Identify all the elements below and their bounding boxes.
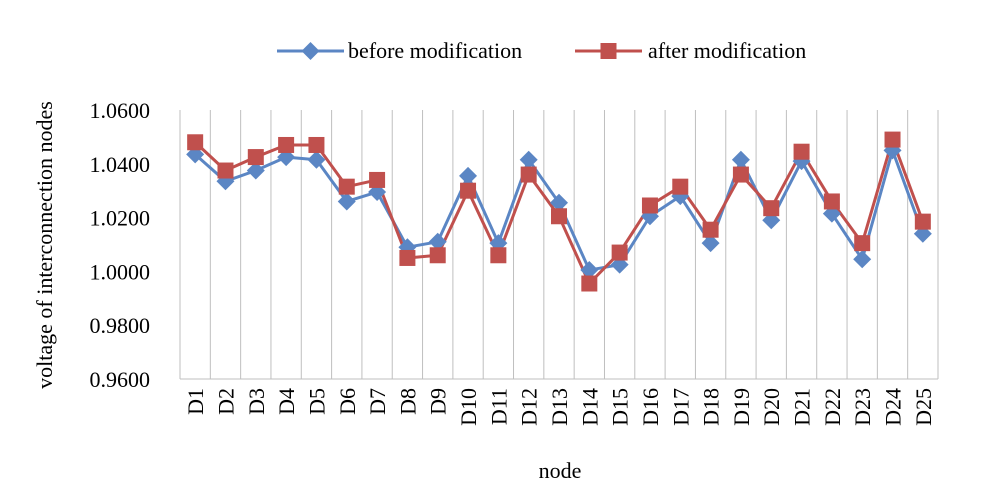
y-axis-title: voltage of interconnection nodes [32,101,57,389]
x-tick-label: D21 [790,388,815,426]
x-tick-label: D14 [577,388,602,426]
x-tick-label: D20 [759,388,784,426]
y-tick-label: 1.0400 [90,152,151,177]
x-tick-label: D11 [486,388,511,425]
series-markers [186,131,932,292]
data-point-before [246,161,265,180]
y-tick-label: 1.0200 [90,206,151,231]
data-point-before [337,192,356,211]
legend-item-before: before modification [277,38,522,63]
data-point-after [551,208,567,225]
x-tick-labels: D1 D2 D3 D4 D5 D6 D7 D8 D9 D10 D11 D12 D13 D14 D15 D16 D… [183,388,936,426]
data-point-after [429,247,446,264]
data-point-before [428,232,447,251]
x-tick-label: D1 [183,388,208,415]
legend-marker-before [301,42,320,60]
data-point-after [581,275,598,292]
legend-item-after: after modification [575,38,806,63]
x-tick-label: D16 [638,388,663,426]
data-point-before [580,261,599,280]
legend-label-after: after modification [648,38,806,63]
x-tick-label: D17 [668,388,693,426]
data-point-before [610,255,629,274]
x-tick-label: D8 [395,388,420,415]
x-tick-label: D2 [213,388,238,415]
data-point-before [459,166,478,185]
x-tick-label: D3 [244,388,269,415]
legend: before modification after modification [277,38,806,63]
data-point-after [187,134,204,151]
data-point-before [701,234,720,253]
data-point-after [247,149,264,166]
data-point-before [307,150,326,169]
data-point-after [369,171,386,188]
y-tick-label: 0.9800 [90,313,151,338]
data-point-after [672,178,689,195]
y-tick-label: 0.9600 [90,367,151,392]
x-tick-label: D15 [608,388,633,426]
y-tick-label: 1.0600 [90,98,151,123]
data-point-after [884,131,901,148]
x-tick-label: D12 [517,388,542,426]
data-point-before [731,150,750,169]
data-point-after [399,249,416,266]
data-point-after [338,178,355,195]
x-axis-title: node [539,458,582,483]
data-point-before [550,193,568,212]
x-tick-label: D23 [850,388,875,426]
data-point-after [641,197,658,214]
x-tick-label: D22 [820,388,845,426]
data-point-after [702,221,719,238]
x-tick-label: D13 [547,388,572,426]
x-tick-label: D18 [699,388,724,426]
data-point-after [732,166,749,183]
y-tick-label: 1.0000 [90,259,151,284]
data-point-after [520,166,537,183]
x-tick-label: D9 [426,388,451,415]
x-tick-label: D7 [365,388,390,415]
x-tick-label: D4 [274,388,299,415]
legend-label-before: before modification [348,38,522,63]
data-point-after [490,247,507,264]
x-tick-label: D5 [304,388,329,415]
data-point-before [853,250,872,269]
x-tick-label: D6 [335,388,360,415]
data-point-after [823,193,840,210]
data-point-after [854,235,871,252]
data-point-before [519,150,538,169]
data-point-after [793,143,810,160]
data-point-after [308,136,325,153]
x-tick-label: D10 [456,388,481,426]
data-point-after [278,136,295,153]
x-tick-label: D24 [881,388,906,426]
data-point-after [914,213,931,230]
x-tick-label: D19 [729,388,754,426]
x-tick-label: D25 [911,388,936,426]
data-point-after [611,244,628,261]
data-point-after [763,200,780,217]
legend-marker-after [600,43,617,59]
y-tick-labels: 0.9600 0.9800 1.0000 1.0200 1.0400 1.0600 [90,98,151,392]
data-point-after [217,162,234,179]
grid-lines [179,110,939,379]
data-point-after [460,182,477,199]
